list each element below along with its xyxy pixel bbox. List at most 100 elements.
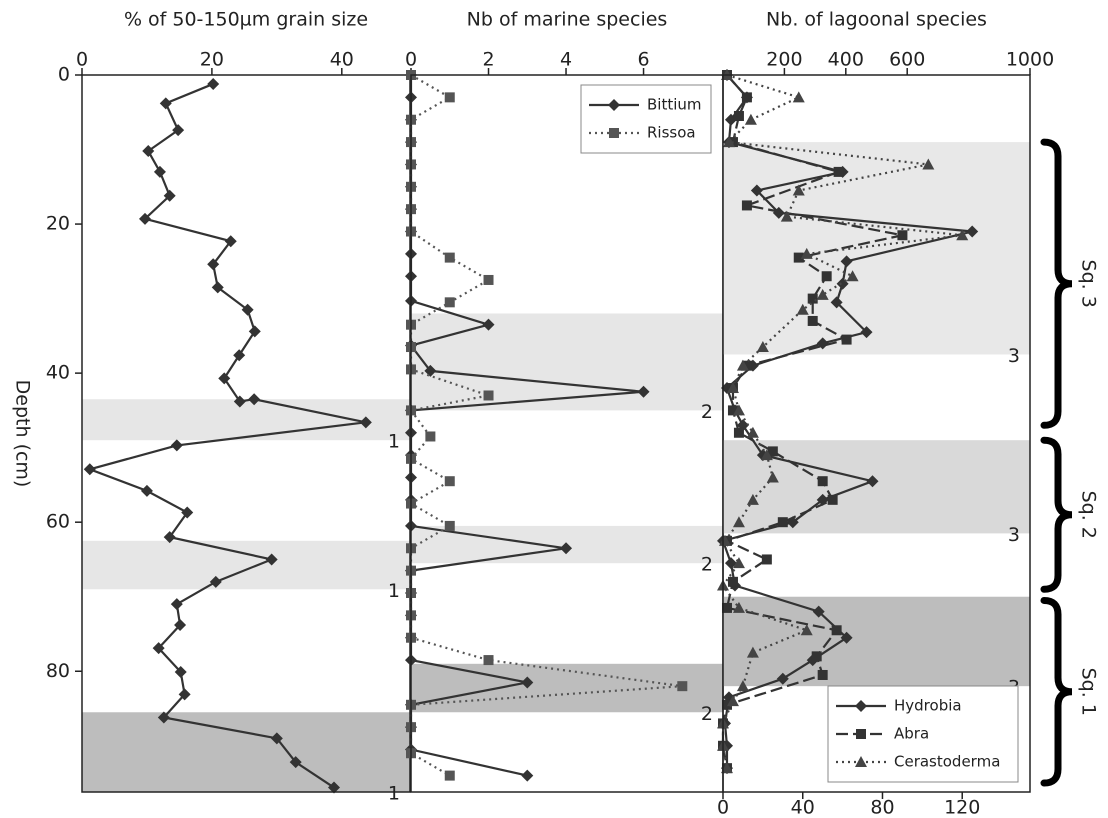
point	[560, 542, 573, 555]
point	[761, 554, 772, 565]
point	[800, 247, 813, 259]
x2-tick-label: 200	[766, 49, 802, 71]
point	[153, 165, 166, 178]
point	[720, 762, 733, 774]
point	[483, 390, 494, 401]
point	[718, 534, 731, 546]
point	[746, 426, 759, 438]
point	[816, 288, 829, 300]
band	[411, 313, 723, 411]
x-tick-label: 20	[200, 49, 224, 71]
point	[172, 124, 185, 137]
point	[792, 184, 805, 196]
point	[830, 296, 843, 309]
panel-title: Nb of marine species	[467, 9, 668, 31]
point	[750, 184, 763, 197]
point	[732, 601, 745, 613]
band-label: 2	[701, 554, 713, 576]
y-tick-label: 60	[46, 511, 70, 533]
point	[521, 676, 534, 689]
x-tick-label: 120	[944, 797, 980, 818]
point	[827, 494, 838, 505]
point	[741, 92, 752, 103]
point	[831, 625, 842, 636]
point	[756, 341, 769, 353]
point	[163, 531, 176, 544]
x-tick-label: 0	[717, 797, 729, 818]
sequence-label: Sq. 1	[1078, 668, 1100, 716]
y-tick-label: 20	[46, 213, 70, 235]
point	[833, 166, 844, 177]
point	[760, 449, 773, 461]
point	[726, 382, 739, 394]
point	[170, 598, 183, 611]
band-label: 1	[388, 580, 400, 602]
x-tick-label: 80	[870, 797, 894, 818]
point	[796, 303, 809, 315]
point	[207, 77, 220, 90]
panel-title: Nb. of lagoonal species	[766, 9, 987, 31]
point	[722, 136, 735, 148]
point	[744, 113, 757, 125]
point	[807, 315, 818, 326]
point	[482, 318, 495, 331]
point	[746, 493, 759, 505]
point	[732, 404, 745, 416]
point	[424, 364, 437, 377]
band-label: 2	[701, 401, 713, 423]
point	[860, 326, 873, 339]
point	[812, 605, 825, 618]
panel-title: % of 50-150µm grain size	[124, 9, 368, 31]
brace	[1040, 138, 1073, 429]
point	[444, 252, 455, 263]
point	[855, 756, 867, 767]
legend-label: Bittium	[647, 96, 702, 114]
point	[289, 756, 302, 769]
point	[727, 405, 738, 416]
x2-tick-label: 600	[889, 49, 925, 71]
point	[741, 200, 752, 211]
band	[411, 663, 723, 713]
point	[733, 427, 744, 438]
point	[746, 646, 759, 658]
point	[224, 235, 237, 248]
point	[142, 145, 155, 158]
point	[152, 642, 165, 655]
band-label: 3	[1008, 345, 1020, 367]
series-line	[408, 74, 683, 777]
point	[83, 463, 96, 476]
point	[777, 517, 788, 528]
point	[444, 520, 455, 531]
point	[855, 700, 867, 712]
point	[181, 506, 194, 519]
point	[139, 212, 152, 225]
point	[840, 255, 853, 268]
point	[265, 553, 278, 566]
band	[82, 540, 410, 590]
band	[723, 142, 1030, 355]
band	[723, 596, 1030, 687]
point	[767, 446, 778, 457]
y-tick-label: 0	[58, 64, 70, 86]
point	[140, 484, 153, 497]
point	[637, 385, 650, 398]
point	[721, 602, 732, 613]
point	[841, 334, 852, 345]
point	[780, 210, 793, 222]
point	[157, 711, 170, 724]
band-label: 1	[388, 431, 400, 453]
x-tick-label: 0	[405, 49, 417, 71]
point	[800, 624, 813, 636]
band-label: 1	[388, 783, 400, 805]
point	[866, 475, 879, 488]
point	[807, 293, 818, 304]
legend	[580, 84, 712, 154]
point	[248, 325, 261, 338]
x-tick-label: 6	[637, 49, 649, 71]
point	[922, 158, 935, 170]
point	[241, 303, 254, 316]
point	[174, 666, 187, 679]
point	[721, 699, 732, 710]
point	[724, 557, 737, 570]
point	[733, 110, 744, 121]
